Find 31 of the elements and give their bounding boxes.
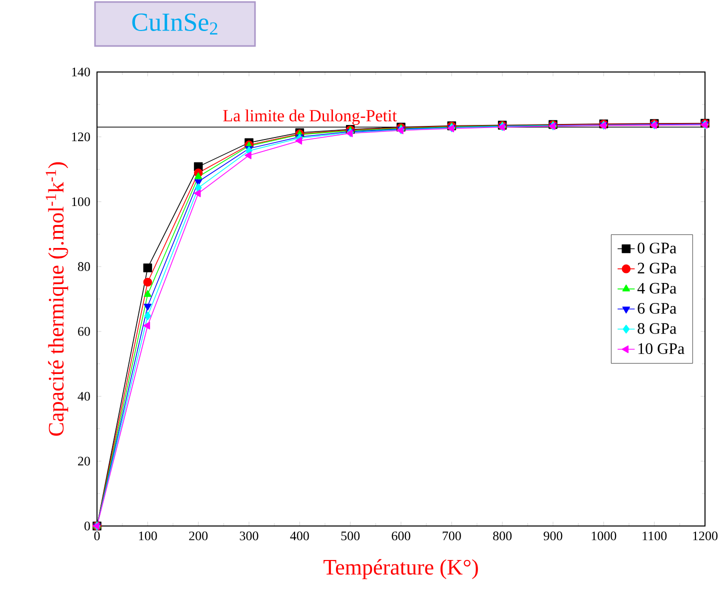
y-axis-title: Capacité thermique (j.mol$^{-1}$k$^{-1}$) xyxy=(46,162,68,436)
y-tick-label: 140 xyxy=(72,68,90,76)
x-tick-label: 200 xyxy=(189,532,208,540)
legend-label: 8 GPa xyxy=(638,323,676,334)
ref-line-label: La limite de Dulong-Petit xyxy=(223,109,397,125)
x-tick-label: 1000 xyxy=(592,532,616,540)
x-tick-label: 900 xyxy=(544,532,562,540)
legend-label: 10 GPa xyxy=(638,343,684,354)
x-tick-label: 1100 xyxy=(642,532,667,540)
legend-label: 6 GPa xyxy=(638,302,676,314)
y-tick-label: 0 xyxy=(84,522,90,530)
x-tick-label: 100 xyxy=(139,532,157,540)
x-tick-label: 800 xyxy=(493,532,512,540)
legend-label: 4 GPa xyxy=(637,282,676,294)
y-tick-label: 80 xyxy=(78,262,90,271)
x-tick-label: 400 xyxy=(290,532,309,540)
x-tick-label: 700 xyxy=(442,532,461,540)
x-tick-label: 1200 xyxy=(693,532,718,540)
y-tick-label: 40 xyxy=(78,392,90,401)
y-tick-label: 60 xyxy=(78,327,90,336)
legend-label: 2 GPa xyxy=(638,262,676,274)
legend-label: 0 GPa xyxy=(638,242,676,254)
x-tick-label: 600 xyxy=(392,532,410,540)
y-tick-label: 100 xyxy=(72,197,90,206)
x-tick-label: 500 xyxy=(341,532,360,540)
x-axis-title: Température (K°) xyxy=(324,559,478,580)
y-tick-label: 20 xyxy=(78,456,90,466)
x-tick-label: 0 xyxy=(94,532,100,540)
y-tick-label: 120 xyxy=(72,132,90,142)
x-tick-label: 300 xyxy=(240,532,258,540)
chart-title: CuInSe$_{2}$ xyxy=(132,14,218,34)
